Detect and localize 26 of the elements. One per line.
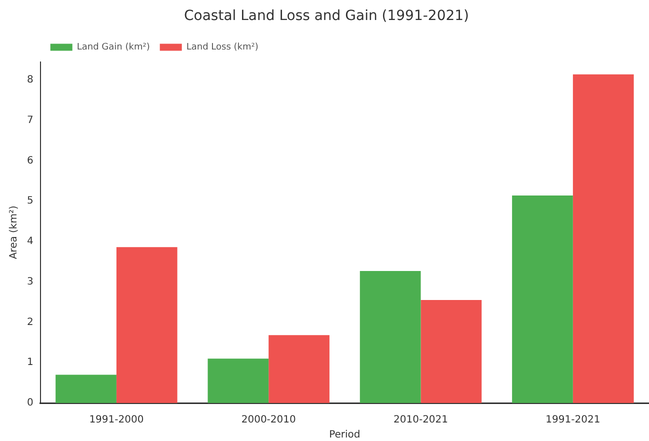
y-tick-label: 8 xyxy=(26,74,34,86)
y-tick-label: 4 xyxy=(26,236,34,248)
y-tick-label: 7 xyxy=(26,114,34,126)
y-axis-title: Area (km²) xyxy=(8,206,20,260)
x-tick-label: 1991-2000 xyxy=(89,414,144,426)
legend-label: Land Loss (km²) xyxy=(186,42,258,53)
x-axis-title: Period xyxy=(329,430,360,441)
chart-title: Coastal Land Loss and Gain (1991-2021) xyxy=(184,8,470,24)
y-tick-label: 0 xyxy=(26,398,34,409)
bar xyxy=(56,374,116,403)
bar xyxy=(360,270,421,403)
y-tick-label: 2 xyxy=(26,316,34,328)
bar xyxy=(572,74,634,403)
y-tick-label: 3 xyxy=(26,276,34,288)
bar xyxy=(208,358,269,403)
x-tick-label: 1991-2021 xyxy=(546,414,600,426)
bar xyxy=(268,335,330,403)
x-tick-label: 2000-2010 xyxy=(241,414,296,426)
y-tick-label: 5 xyxy=(26,196,34,207)
x-tick-label: 2010-2021 xyxy=(394,414,448,426)
bar xyxy=(512,195,573,403)
bar xyxy=(116,247,178,403)
y-tick-label: 6 xyxy=(26,155,34,166)
y-tick-label: 1 xyxy=(26,357,34,368)
bar xyxy=(420,300,482,403)
legend-label: Land Gain (km²) xyxy=(76,42,150,53)
